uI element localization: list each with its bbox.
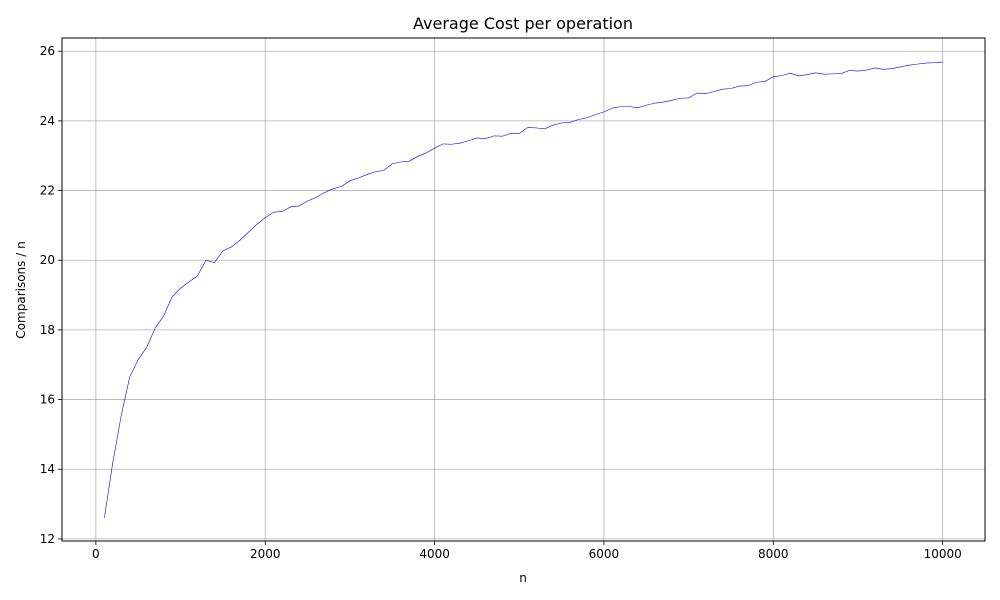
x-tick-label: 6000 xyxy=(589,547,620,561)
chart-title: Average Cost per operation xyxy=(413,14,633,33)
x-tick-label: 2000 xyxy=(250,547,281,561)
axis-ticks: 0 2000 4000 6000 8000 10000 12 14 16 18 20 22 24 26 xyxy=(40,44,962,561)
y-tick-label: 22 xyxy=(40,184,55,198)
x-tick-label: 4000 xyxy=(419,547,450,561)
series-group xyxy=(104,61,943,519)
y-tick-label: 16 xyxy=(40,393,55,407)
series-line xyxy=(104,61,943,519)
y-tick-label: 14 xyxy=(40,462,55,476)
x-tick-label: 8000 xyxy=(758,547,789,561)
y-tick-label: 18 xyxy=(40,323,55,337)
plot-frame xyxy=(61,37,986,542)
y-tick-label: 20 xyxy=(40,253,55,267)
y-tick-label: 12 xyxy=(40,532,55,546)
x-tick-label: 10000 xyxy=(924,547,962,561)
x-axis-label: n xyxy=(519,571,527,585)
plot-background xyxy=(62,38,985,541)
y-tick-label: 24 xyxy=(40,114,55,128)
y-axis-label: Comparisons / n xyxy=(14,241,28,338)
y-tick-label: 26 xyxy=(40,44,55,58)
x-tick-label: 0 xyxy=(92,547,100,561)
